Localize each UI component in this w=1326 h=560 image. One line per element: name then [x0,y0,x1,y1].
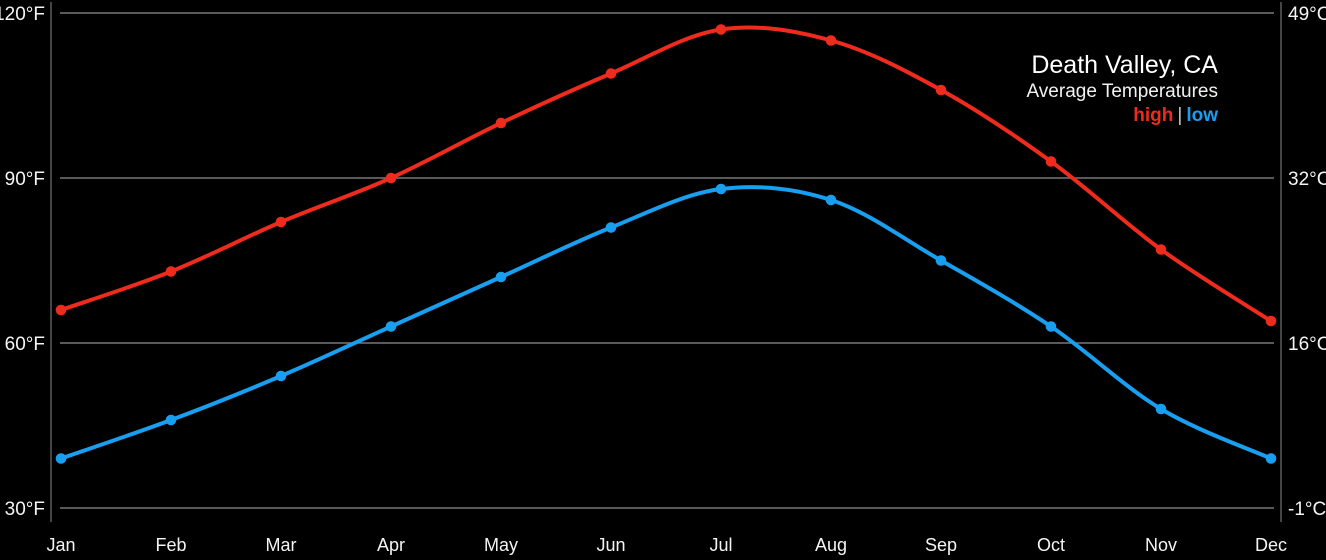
data-point-high-feb [165,266,177,277]
data-point-low-jun [605,222,617,233]
left-axis-tick-90f: 90°F [5,169,45,190]
x-axis-label-may: May [484,535,518,555]
x-axis-label-jul: Jul [709,535,732,555]
chart-legend: high | low [1026,105,1218,127]
chart-header: Death Valley, CA Average Temperatures hi… [1026,51,1218,126]
data-point-low-aug [825,194,837,206]
left-axis-tick-60f: 60°F [5,334,45,355]
chart-subtitle: Average Temperatures [1026,80,1218,102]
right-axis-tick: 32°C [1288,169,1326,190]
x-axis-label-oct: Oct [1037,535,1065,555]
chart-title: Death Valley, CA [1031,51,1218,79]
x-axis-label-aug: Aug [815,535,847,555]
x-axis-label-nov: Nov [1145,535,1177,555]
data-point-low-may [495,271,507,283]
x-axis-label-dec: Dec [1255,535,1287,555]
data-point-low-sep [935,255,947,266]
data-point-high-sep [935,84,947,96]
left-axis-tick-30f: 30°F [5,499,45,520]
right-axis-tick: 16°C [1288,334,1326,355]
legend-low-label: low [1186,104,1218,126]
data-point-low-dec [1265,453,1277,464]
x-axis-label-sep: Sep [925,535,957,555]
data-point-high-jun [605,68,617,79]
data-point-high-jan [55,304,67,316]
series-line-low [59,185,1273,461]
x-axis-label-jun: Jun [596,535,625,555]
legend-high-label: high [1133,104,1174,126]
data-point-high-jul [715,24,727,35]
right-axis-tick: 49°C [1288,4,1326,25]
data-point-low-jan [55,453,67,464]
data-point-high-apr [385,172,397,184]
x-axis-label-jan: Jan [46,535,75,555]
x-axis-label-apr: Apr [377,535,405,555]
left-axis-tick-120f: 120°F [0,4,45,25]
data-point-low-nov [1155,403,1167,415]
data-point-high-dec [1265,315,1277,327]
x-axis-label-feb: Feb [155,535,186,555]
data-point-high-mar [275,216,287,228]
data-point-high-aug [825,35,837,46]
data-point-low-mar [275,370,287,382]
data-point-low-apr [385,321,397,332]
data-point-low-jul [715,183,727,195]
data-point-high-oct [1045,156,1057,167]
x-axis-label-mar: Mar [266,535,297,555]
data-point-high-nov [1155,244,1167,255]
legend-separator: | [1177,104,1183,126]
data-point-low-oct [1045,321,1057,332]
right-axis-tick: -1°C [1288,499,1326,520]
data-point-high-may [495,117,507,129]
data-point-low-feb [165,414,177,426]
